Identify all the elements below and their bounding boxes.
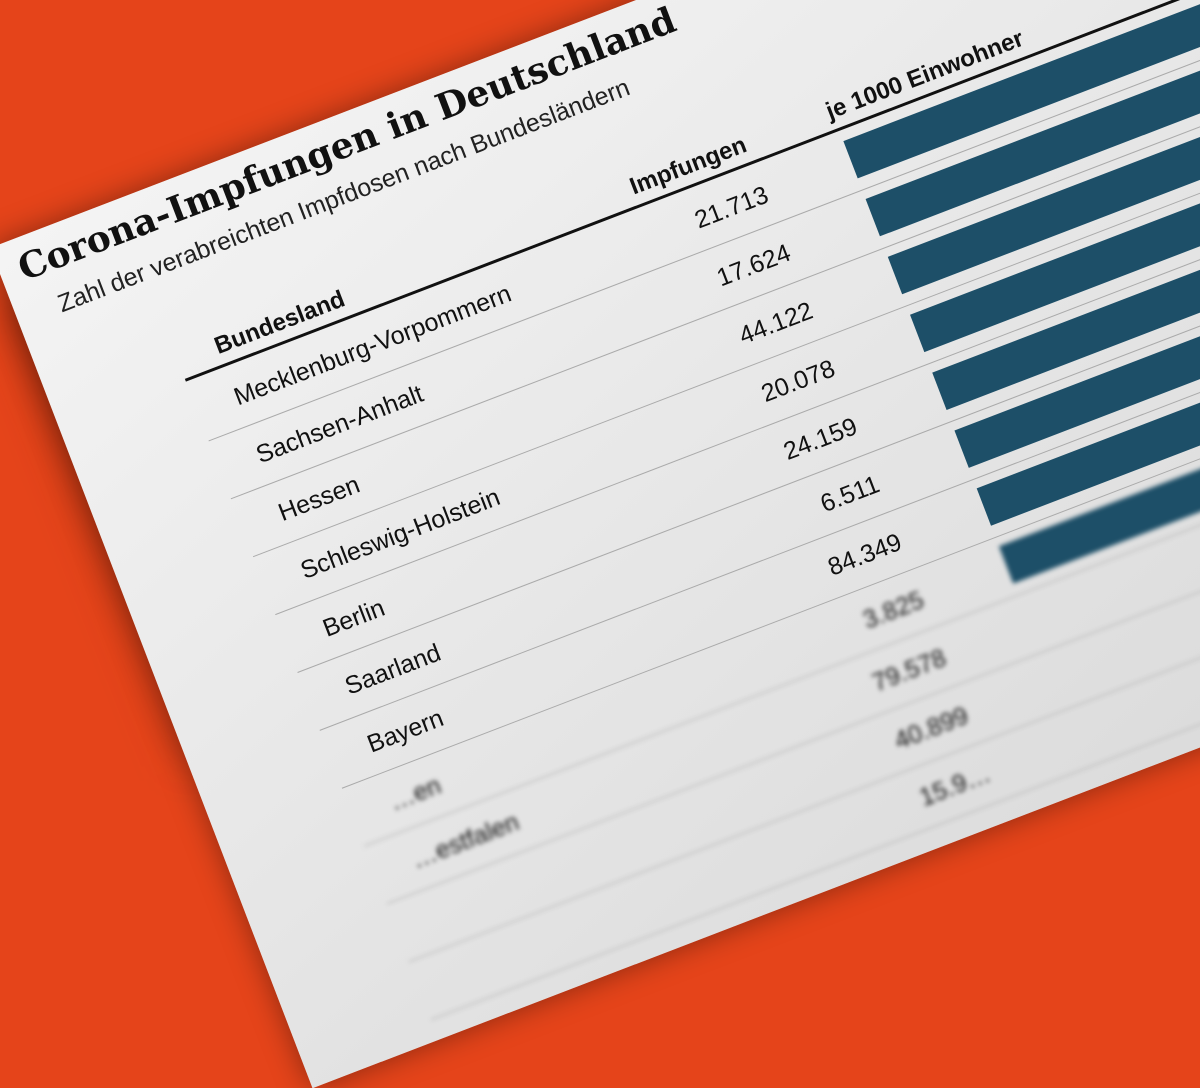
row-value: 17.624 — [713, 238, 795, 293]
row-value: 15.9… — [915, 759, 995, 813]
row-value: 6.511 — [816, 470, 884, 519]
row-value: 21.713 — [690, 180, 773, 235]
row-value: 84.349 — [824, 528, 906, 582]
row-value: 79.578 — [868, 643, 950, 698]
row-value: 44.122 — [735, 296, 817, 351]
row-value: 40.899 — [890, 701, 973, 756]
row-label: Berlin — [318, 593, 389, 643]
row-value: 3.825 — [859, 585, 928, 635]
row-value: 20.078 — [757, 354, 839, 408]
row-label: …en — [385, 771, 445, 817]
row-value: 24.159 — [779, 412, 862, 466]
